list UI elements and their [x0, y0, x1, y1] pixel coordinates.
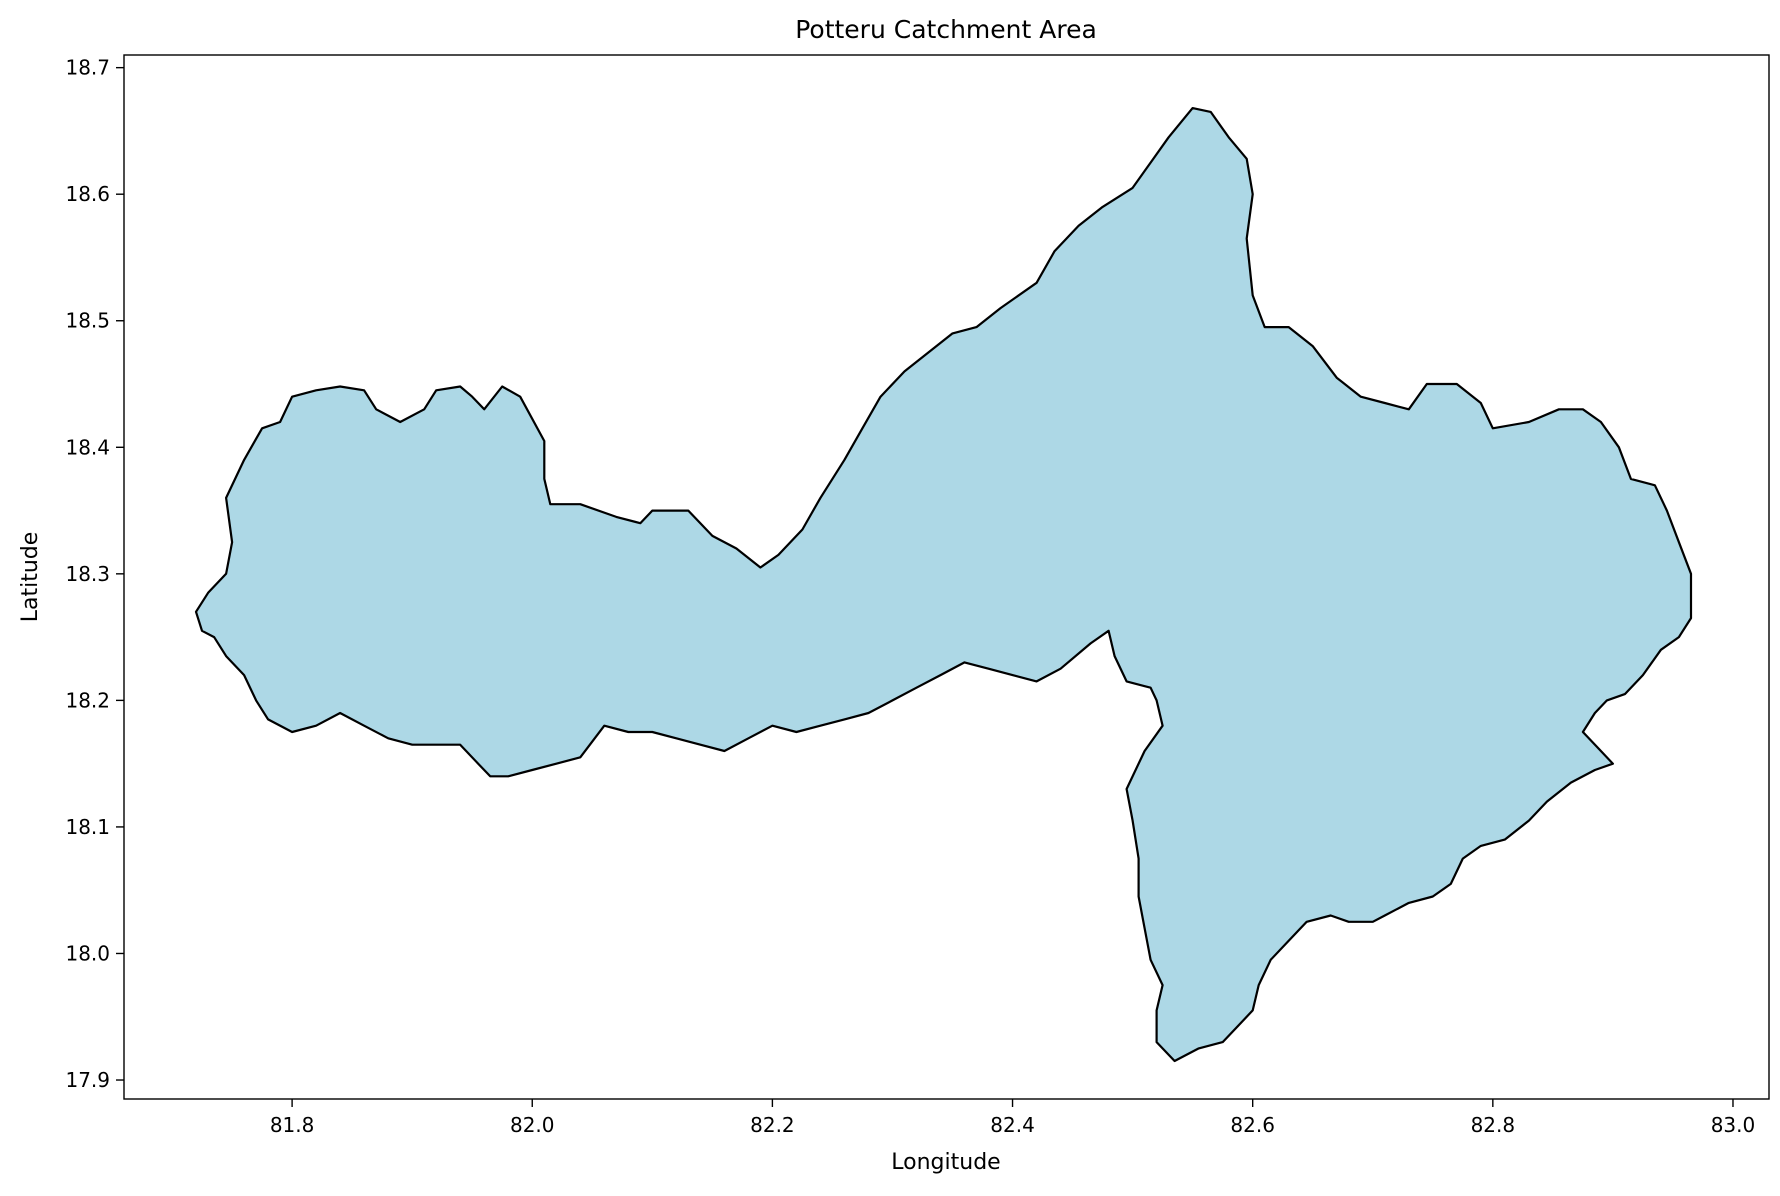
y-tick-label: 18.5	[65, 309, 110, 333]
x-tick-label: 82.0	[510, 1113, 555, 1137]
y-tick-label: 18.1	[65, 815, 110, 839]
x-tick-label: 82.4	[990, 1113, 1035, 1137]
x-axis: 81.8 82.0 82.2 82.4 82.6 82.8 83.0	[270, 1099, 1755, 1137]
y-axis-label: Latitude	[18, 532, 43, 623]
y-tick-label: 18.4	[65, 435, 110, 459]
chart-title: Potteru Catchment Area	[795, 15, 1097, 44]
plot-area	[123, 54, 1770, 1100]
x-tick-label: 81.8	[270, 1113, 315, 1137]
y-tick-label: 18.3	[65, 562, 110, 586]
axes-frame	[123, 54, 1770, 1100]
y-tick-label: 18.7	[65, 56, 110, 80]
x-axis-label: Longitude	[891, 1150, 1000, 1175]
y-tick-label: 18.0	[65, 941, 110, 965]
catchment-boundary-polygon	[194, 107, 1693, 1063]
x-tick-label: 82.2	[750, 1113, 795, 1137]
y-tick-label: 17.9	[65, 1068, 110, 1092]
x-tick-label: 82.8	[1471, 1113, 1516, 1137]
y-tick-label: 18.6	[65, 182, 110, 206]
y-axis: 17.9 18.0 18.1 18.2 18.3 18.4 18.5 18.6 18.7	[65, 56, 124, 1092]
y-tick-label: 18.2	[65, 688, 110, 712]
x-tick-label: 82.6	[1230, 1113, 1275, 1137]
x-tick-label: 83.0	[1711, 1113, 1756, 1137]
